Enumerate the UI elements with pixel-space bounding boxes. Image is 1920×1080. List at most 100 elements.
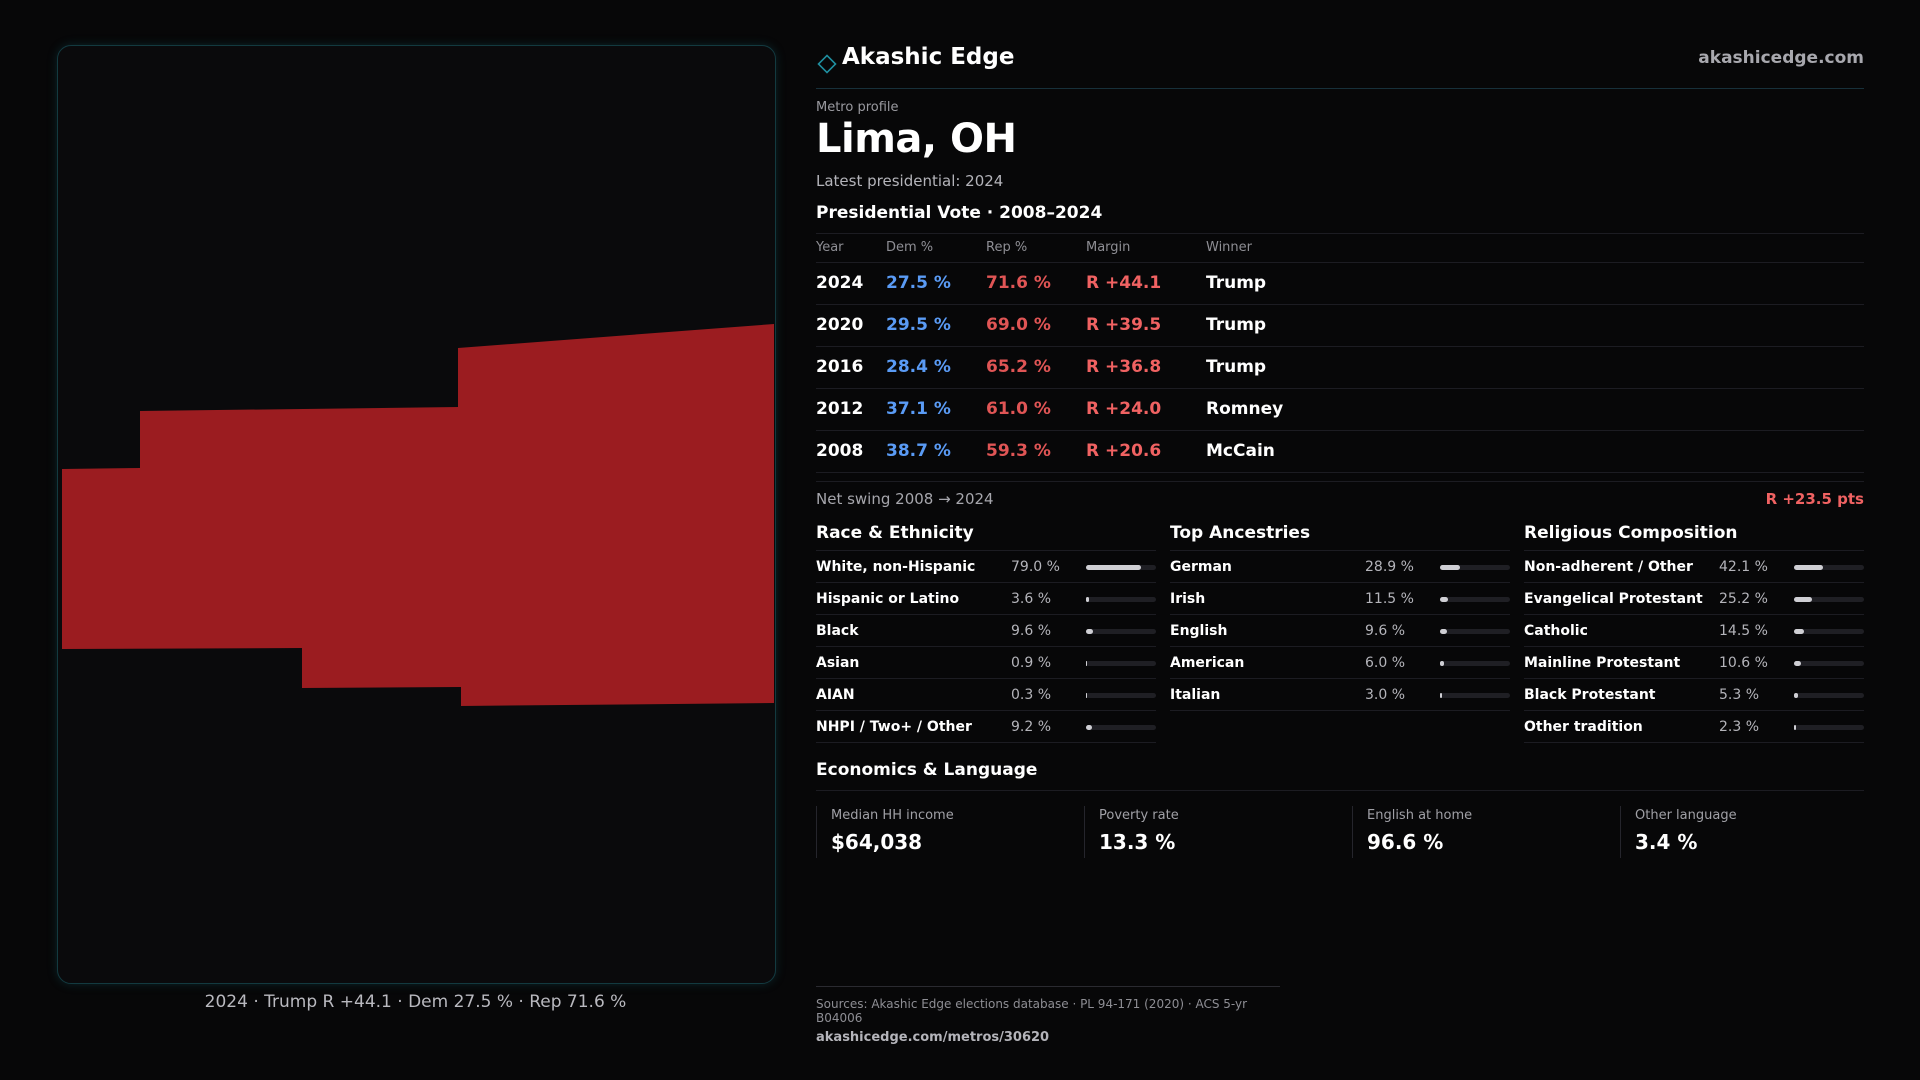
- stat-value: 11.5 %: [1365, 591, 1414, 607]
- stat-bar-fill: [1086, 725, 1093, 730]
- county-shape[interactable]: [62, 324, 774, 706]
- rep-cell: 59.3 %: [986, 441, 1051, 461]
- brand-url-link[interactable]: akashicedge.com: [1698, 48, 1864, 68]
- race-ethnicity-title: Race & Ethnicity: [816, 520, 1156, 551]
- english-at-home-stat: English at home 96.6 %: [1352, 806, 1593, 858]
- stat-bar: [1440, 661, 1510, 666]
- winner-cell: Trump: [1206, 315, 1267, 335]
- table-row: 2008 38.7 % 59.3 % R +20.6 McCain: [816, 431, 1864, 473]
- stat-value: 79.0 %: [1011, 559, 1060, 575]
- ancestry-title: Top Ancestries: [1170, 520, 1510, 551]
- list-item: NHPI / Two+ / Other 9.2 %: [816, 711, 1156, 743]
- stat-label: American: [1170, 655, 1245, 671]
- table-row: 2024 27.5 % 71.6 % R +44.1 Trump: [816, 263, 1864, 305]
- diamond-logo-icon: [817, 54, 837, 74]
- vote-table-header: Year Dem % Rep % Margin Winner: [816, 234, 1864, 263]
- stat-bar: [1440, 693, 1510, 698]
- stat-value: 0.3 %: [1011, 687, 1052, 703]
- stat-bar-fill: [1440, 629, 1447, 634]
- stat-value: $64,038: [831, 830, 923, 854]
- sources-text: Sources: Akashic Edge elections database…: [816, 997, 1248, 1025]
- winner-cell: McCain: [1206, 441, 1275, 461]
- rep-cell: 61.0 %: [986, 399, 1051, 419]
- stat-bar-fill: [1086, 597, 1089, 602]
- year-cell: 2016: [816, 357, 864, 377]
- winner-cell: Romney: [1206, 399, 1284, 419]
- stat-label: Evangelical Protestant: [1524, 591, 1703, 607]
- year-cell: 2020: [816, 315, 864, 335]
- col-margin-header: Margin: [1086, 240, 1131, 255]
- dem-cell: 29.5 %: [886, 315, 951, 335]
- margin-cell: R +36.8: [1086, 357, 1162, 377]
- stat-bar: [1794, 629, 1864, 634]
- stat-label: Non-adherent / Other: [1524, 559, 1693, 575]
- stat-bar-fill: [1440, 661, 1445, 666]
- stat-value: 0.9 %: [1011, 655, 1052, 671]
- dem-cell: 38.7 %: [886, 441, 951, 461]
- winner-cell: Trump: [1206, 273, 1267, 293]
- stat-bar: [1086, 565, 1156, 570]
- stat-label: Other tradition: [1524, 719, 1643, 735]
- table-row: 2016 28.4 % 65.2 % R +36.8 Trump: [816, 347, 1864, 389]
- stat-bar: [1440, 629, 1510, 634]
- stat-bar-fill: [1794, 565, 1824, 570]
- stat-label: Irish: [1170, 591, 1206, 607]
- col-dem-header: Dem %: [886, 240, 934, 255]
- list-item: AIAN 0.3 %: [816, 679, 1156, 711]
- stat-value: 6.0 %: [1365, 655, 1406, 671]
- stat-bar-fill: [1086, 661, 1088, 666]
- stat-bar-fill: [1440, 597, 1449, 602]
- stat-bar-fill: [1086, 693, 1088, 698]
- table-row: 2012 37.1 % 61.0 % R +24.0 Romney: [816, 389, 1864, 431]
- stat-bar: [1794, 693, 1864, 698]
- list-item: American 6.0 %: [1170, 647, 1510, 679]
- stat-bar-fill: [1794, 661, 1802, 666]
- ancestry-block: Top Ancestries German 28.9 % Irish 11.5 % …: [1170, 520, 1510, 711]
- brand-header: Akashic Edge akashicedge.com: [816, 44, 1864, 89]
- dem-cell: 28.4 %: [886, 357, 951, 377]
- stat-label: AIAN: [816, 687, 855, 703]
- stat-value: 2.3 %: [1719, 719, 1760, 735]
- margin-cell: R +39.5: [1086, 315, 1162, 335]
- stat-label: Black: [816, 623, 859, 639]
- race-ethnicity-block: Race & Ethnicity White, non-Hispanic 79.0…: [816, 520, 1156, 743]
- list-item: Irish 11.5 %: [1170, 583, 1510, 615]
- stat-bar-fill: [1086, 629, 1093, 634]
- stat-value: 14.5 %: [1719, 623, 1768, 639]
- stat-value: 10.6 %: [1719, 655, 1768, 671]
- col-rep-header: Rep %: [986, 240, 1028, 255]
- list-item: White, non-Hispanic 79.0 %: [816, 551, 1156, 583]
- margin-cell: R +44.1: [1086, 273, 1162, 293]
- margin-cell: R +24.0: [1086, 399, 1162, 419]
- metro-url-link[interactable]: akashicedge.com/metros/30620: [816, 1030, 1050, 1045]
- stat-bar: [1794, 565, 1864, 570]
- page-kicker: Metro profile: [816, 100, 899, 115]
- list-item: English 9.6 %: [1170, 615, 1510, 647]
- stat-bar-fill: [1794, 725, 1796, 730]
- economics-title: Economics & Language: [816, 760, 1864, 791]
- metro-map: [62, 324, 774, 706]
- stat-value: 9.2 %: [1011, 719, 1052, 735]
- list-item: Mainline Protestant 10.6 %: [1524, 647, 1864, 679]
- map-caption: 2024 · Trump R +44.1 · Dem 27.5 % · Rep …: [204, 992, 627, 1012]
- stat-value: 3.6 %: [1011, 591, 1052, 607]
- net-swing-label: Net swing 2008 → 2024: [816, 490, 994, 508]
- stat-value: 42.1 %: [1719, 559, 1768, 575]
- stat-bar: [1794, 661, 1864, 666]
- stat-value: 3.0 %: [1365, 687, 1406, 703]
- vote-table: Year Dem % Rep % Margin Winner 2024 27.5…: [816, 233, 1864, 473]
- poverty-rate-stat: Poverty rate 13.3 %: [1084, 806, 1325, 858]
- brand-name: Akashic Edge: [842, 44, 1015, 70]
- stat-value: 25.2 %: [1719, 591, 1768, 607]
- vote-section-title: Presidential Vote · 2008–2024: [816, 203, 1103, 223]
- stat-label: English: [1170, 623, 1228, 639]
- year-cell: 2008: [816, 441, 864, 461]
- stat-bar: [1086, 693, 1156, 698]
- table-row: 2020 29.5 % 69.0 % R +39.5 Trump: [816, 305, 1864, 347]
- net-swing-value: R +23.5 pts: [1765, 490, 1864, 508]
- other-language-stat: Other language 3.4 %: [1620, 806, 1861, 858]
- stat-label: German: [1170, 559, 1232, 575]
- stat-label: White, non-Hispanic: [816, 559, 976, 575]
- list-item: Asian 0.9 %: [816, 647, 1156, 679]
- list-item: Black 9.6 %: [816, 615, 1156, 647]
